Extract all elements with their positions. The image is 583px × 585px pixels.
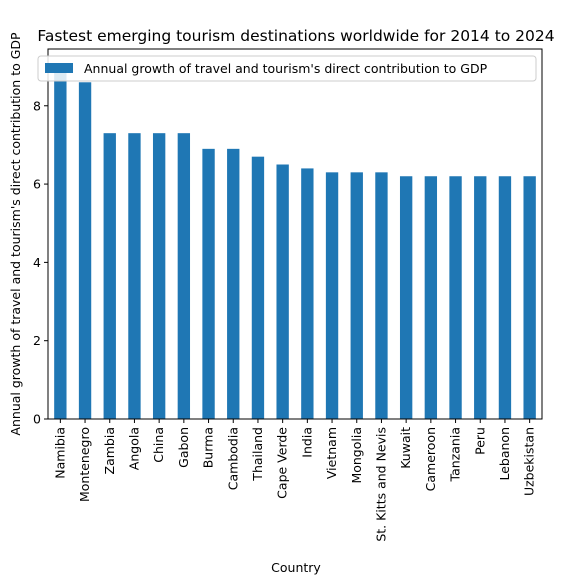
bar (276, 164, 289, 419)
x-tick-label: Lebanon (497, 427, 512, 481)
y-axis-label: Annual growth of travel and tourism's di… (8, 32, 23, 436)
bars-group (54, 66, 536, 420)
bar (152, 133, 166, 419)
bar (375, 172, 388, 419)
x-tick-label: China (151, 427, 166, 463)
y-axis: 0 2 4 6 8 (33, 98, 48, 427)
bar (103, 133, 116, 419)
x-tick-label: Mongolia (349, 427, 364, 484)
bar (251, 156, 265, 420)
x-tick-label: India (299, 427, 314, 458)
x-axis-label: Country (271, 560, 321, 575)
bar (227, 148, 240, 420)
y-tick-label: 0 (33, 412, 41, 427)
bar (399, 176, 413, 419)
x-tick-label: Cambodia (225, 427, 240, 490)
x-tick-label: Vietnam (324, 427, 339, 479)
x-tick-label: Zambia (102, 427, 117, 474)
x-tick-label: Thailand (250, 427, 265, 482)
bar (202, 148, 215, 420)
bar (177, 133, 191, 419)
x-tick-label: Cameroon (423, 427, 438, 491)
legend-swatch (45, 63, 73, 73)
y-tick-label: 2 (33, 333, 41, 348)
x-tick-label: Angola (126, 427, 141, 470)
x-tick-label: Gabon (176, 427, 191, 468)
legend-box (37, 55, 537, 82)
x-tick-label: Montenegro (77, 427, 92, 502)
bar (350, 172, 363, 419)
bar (301, 168, 314, 419)
bar (78, 82, 92, 419)
x-tick-label: Kuwait (398, 427, 413, 469)
y-tick-label: 4 (33, 255, 41, 270)
x-tick-label: St. Kitts and Nevis (373, 427, 388, 542)
bar (498, 176, 512, 419)
x-axis: Namibia Montenegro Zambia Angola China Gabon B… (52, 419, 537, 542)
plot-frame (47, 48, 543, 420)
bar (523, 176, 536, 419)
x-tick-label: Uzbekistan (522, 427, 537, 496)
x-tick-label: Namibia (52, 427, 67, 479)
bar (325, 172, 339, 419)
bar (449, 176, 462, 419)
legend-label: Annual growth of travel and tourism's di… (84, 61, 488, 76)
bar (424, 176, 438, 419)
x-tick-label: Peru (472, 427, 487, 455)
bar (54, 66, 67, 419)
x-tick-label: Tanzania (448, 427, 463, 482)
y-tick-label: 8 (33, 98, 41, 113)
x-tick-label: Burma (201, 427, 216, 468)
chart-title: Fastest emerging tourism destinations wo… (37, 27, 554, 45)
bar (128, 133, 141, 419)
x-tick-label: Cape Verde (275, 427, 290, 499)
legend: Annual growth of travel and tourism's di… (37, 55, 537, 82)
bar (474, 176, 487, 419)
y-tick-label: 6 (33, 177, 41, 192)
